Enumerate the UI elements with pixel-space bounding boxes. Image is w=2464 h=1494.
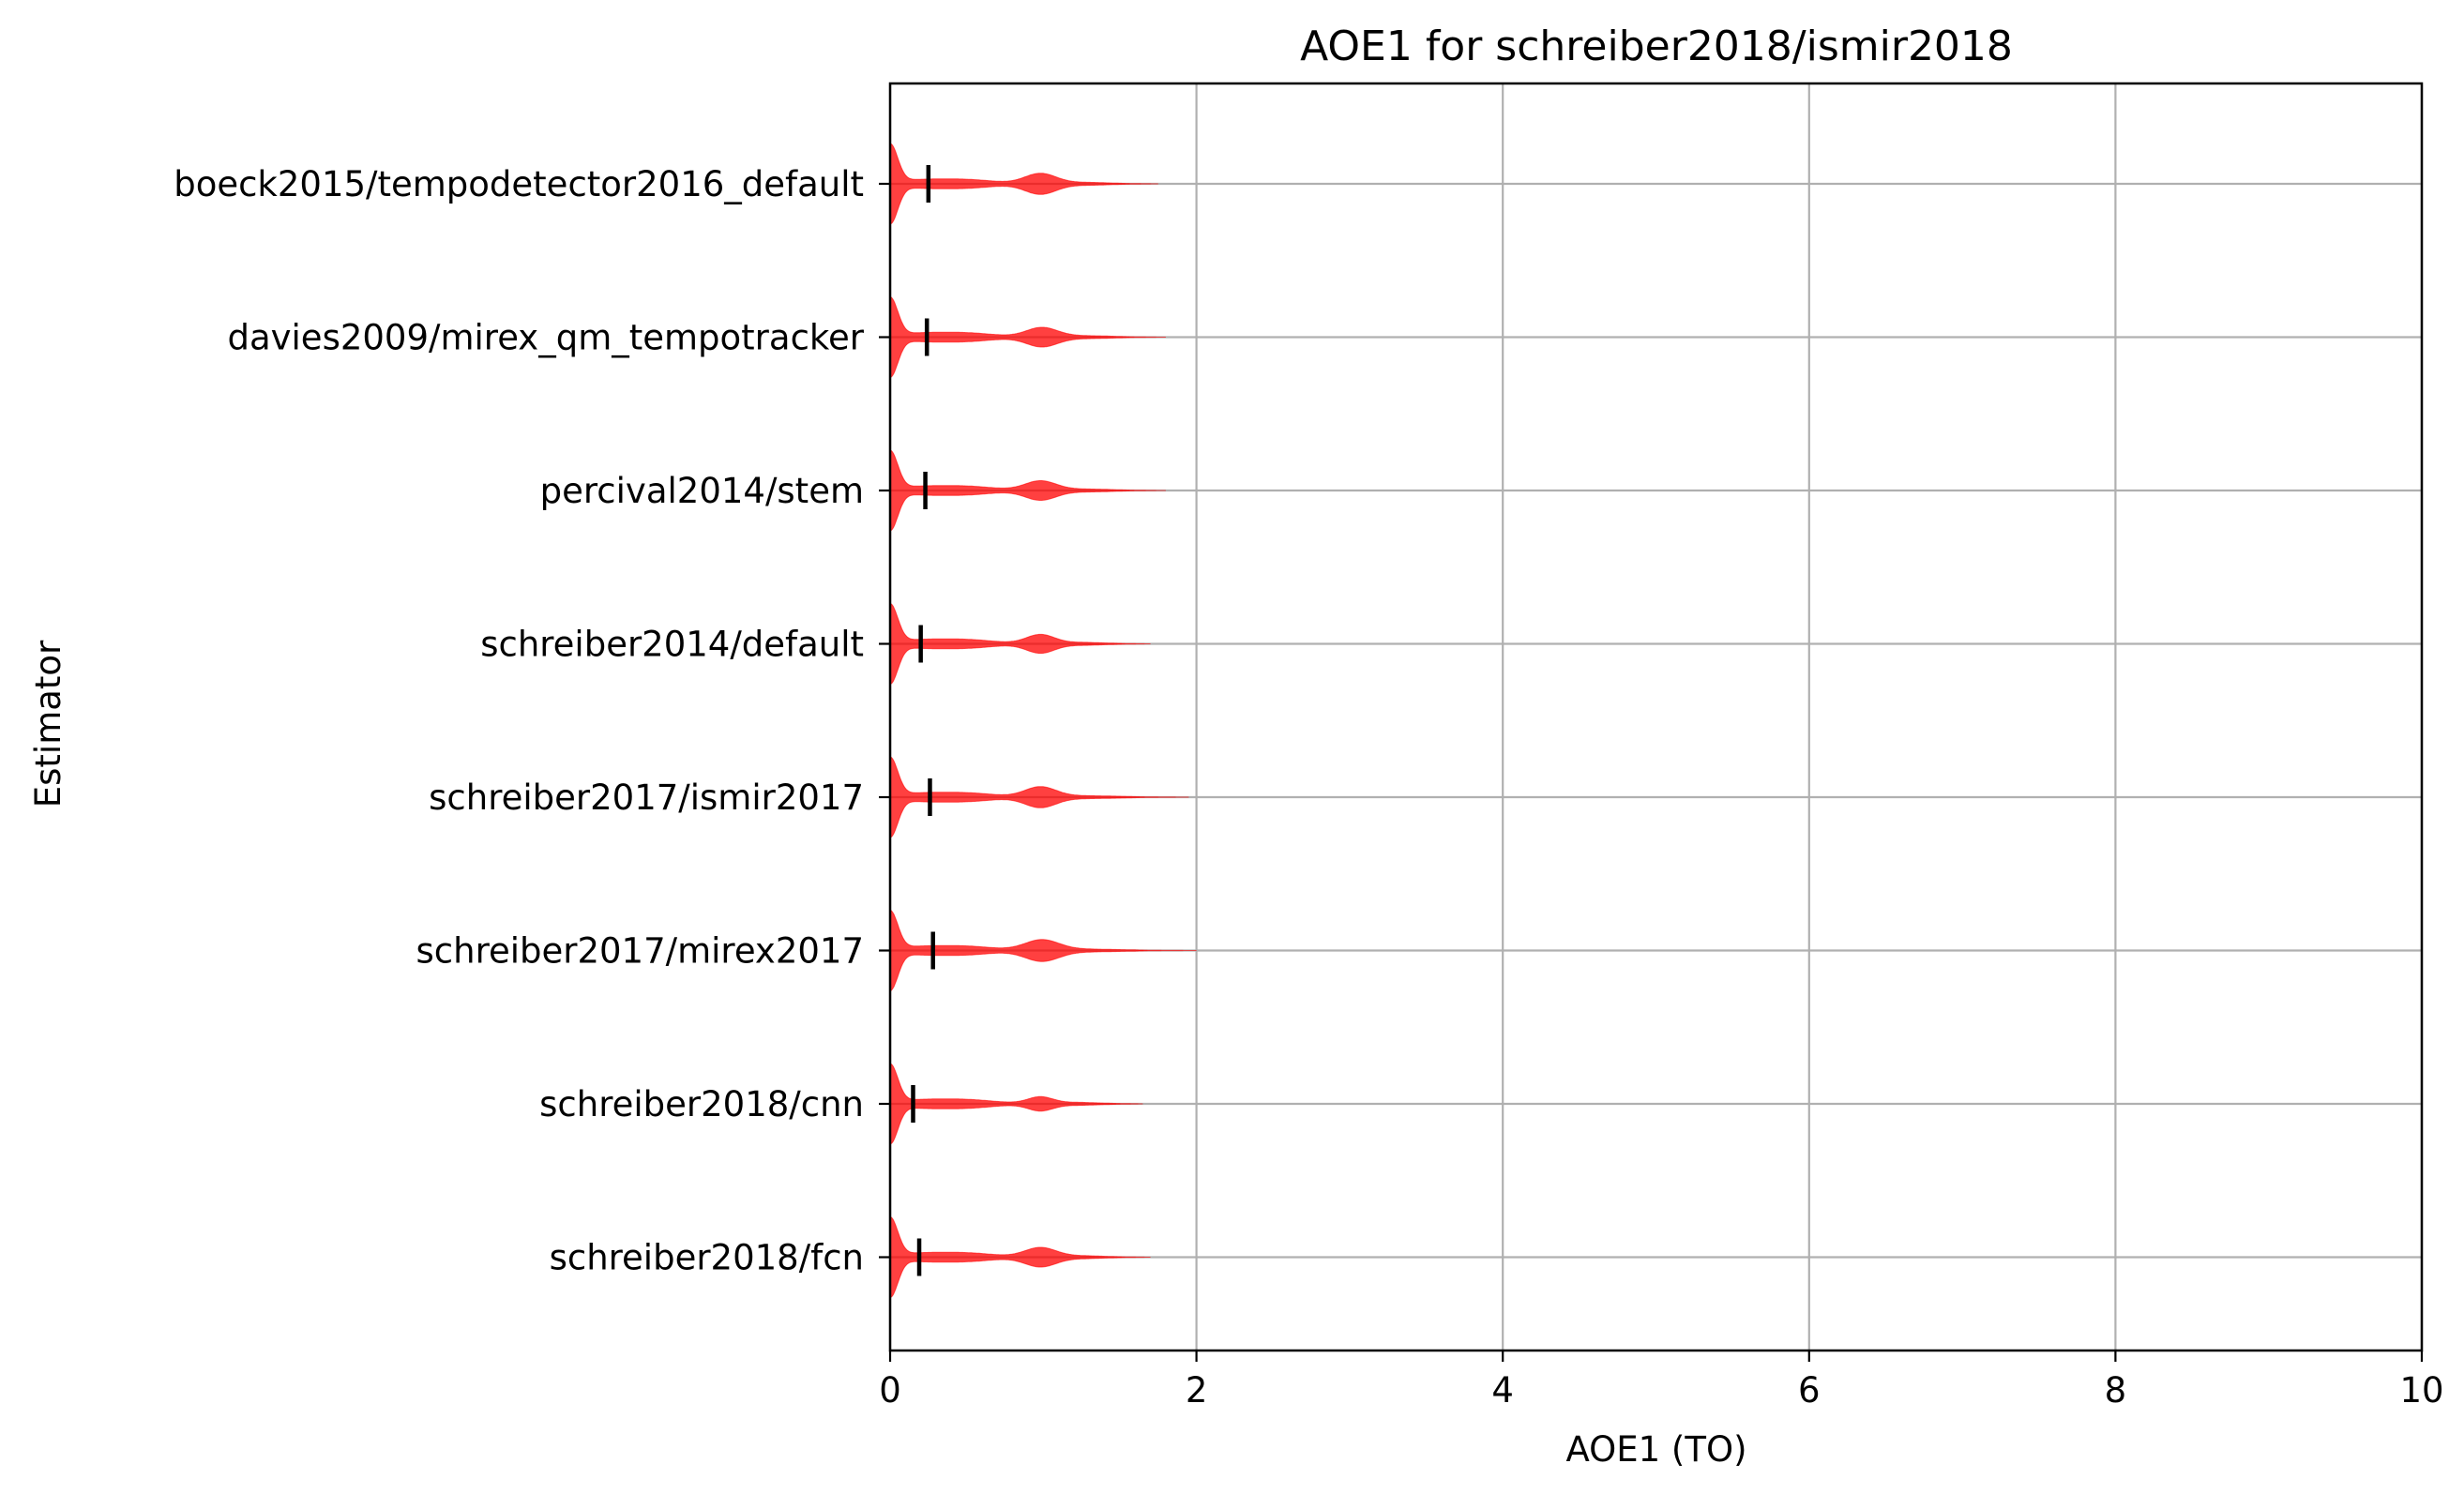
y-axis-ticks: boeck2015/tempodetector2016_defaultdavie… xyxy=(174,164,890,1278)
x-tick-label: 2 xyxy=(1186,1370,1208,1411)
y-tick-label: schreiber2017/mirex2017 xyxy=(416,931,865,972)
violin-layer xyxy=(889,143,1197,1299)
x-axis-label: AOE1 (TO) xyxy=(1565,1429,1746,1470)
plot-frame xyxy=(888,82,2424,1352)
chart-title: AOE1 for schreiber2018/ismir2018 xyxy=(1300,23,2013,70)
y-tick-label: schreiber2017/ismir2017 xyxy=(429,777,864,818)
y-tick-label: boeck2015/tempodetector2016_default xyxy=(174,164,864,204)
x-tick-label: 4 xyxy=(1491,1370,1514,1411)
grid-layer xyxy=(888,83,2424,1351)
x-axis-ticks: 0 2 4 6 8 10 xyxy=(879,1351,2444,1411)
y-tick-label: schreiber2018/cnn xyxy=(539,1084,864,1124)
violin-body xyxy=(889,1063,1143,1145)
mean-marker-layer xyxy=(911,165,935,1276)
violin-body xyxy=(889,909,1197,992)
violin-body xyxy=(889,449,1166,532)
y-tick-label: percival2014/stem xyxy=(540,471,864,511)
x-tick-label: 6 xyxy=(1798,1370,1821,1411)
violin-body xyxy=(889,143,1158,225)
x-tick-label: 0 xyxy=(879,1370,901,1411)
violin-body xyxy=(889,295,1166,379)
y-axis-label: Estimator xyxy=(28,640,68,807)
x-tick-label: 10 xyxy=(2399,1370,2443,1411)
violin-body xyxy=(889,602,1151,686)
y-tick-label: schreiber2014/default xyxy=(480,625,864,665)
y-tick-label: schreiber2018/fcn xyxy=(550,1238,864,1278)
y-tick-label: davies2009/mirex_qm_tempotracker xyxy=(227,318,864,358)
violin-body xyxy=(889,1215,1151,1299)
violin-body xyxy=(889,756,1189,838)
x-tick-label: 8 xyxy=(2105,1370,2127,1411)
